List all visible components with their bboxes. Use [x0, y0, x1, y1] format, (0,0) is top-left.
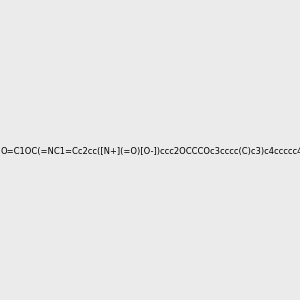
- Text: O=C1OC(=NC1=Cc2cc([N+](=O)[O-])ccc2OCCCOc3cccc(C)c3)c4ccccc4F: O=C1OC(=NC1=Cc2cc([N+](=O)[O-])ccc2OCCCO…: [0, 147, 300, 156]
